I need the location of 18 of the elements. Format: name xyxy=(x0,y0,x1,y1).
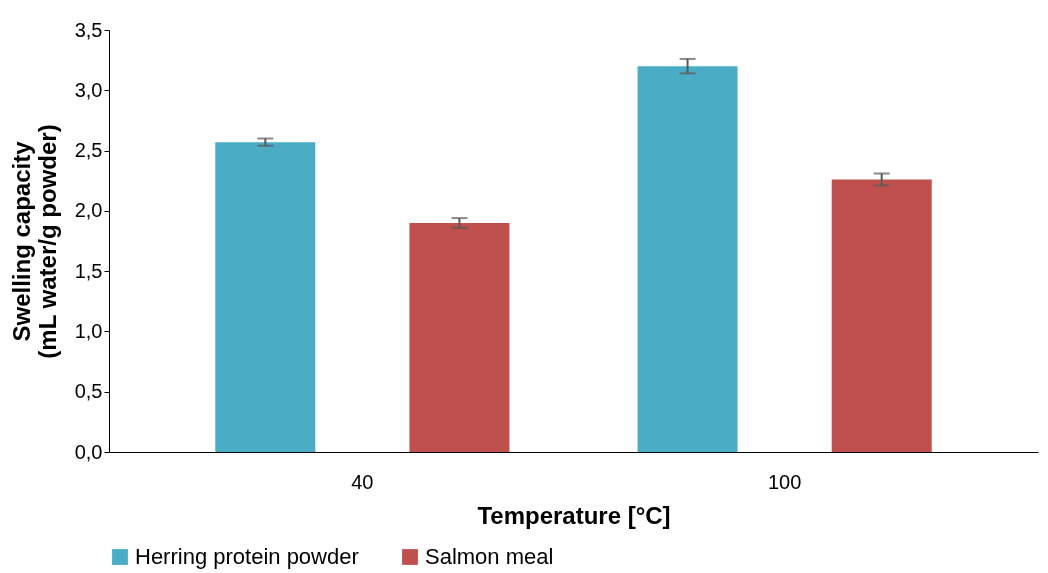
y-tick-label: 1,5 xyxy=(74,259,103,282)
y-axis-title: Swelling capacity (mL water/g powder) xyxy=(7,124,61,359)
bar xyxy=(409,222,510,452)
bar xyxy=(831,179,932,452)
bar xyxy=(637,66,738,452)
x-tick-label: 100 xyxy=(767,470,802,493)
y-tick-label: 3,0 xyxy=(74,78,103,101)
y-tick-label: 1,0 xyxy=(74,319,103,342)
bar xyxy=(215,142,316,452)
y-tick-label: 3,5 xyxy=(74,18,103,41)
y-tick-label: 2,5 xyxy=(74,139,103,162)
y-tick-label: 0,0 xyxy=(74,440,103,463)
legend-label: Salmon meal xyxy=(425,544,554,569)
x-axis-title: Temperature [°C] xyxy=(477,501,671,529)
y-tick-label: 2,0 xyxy=(74,199,103,222)
x-tick-label: 40 xyxy=(351,470,374,493)
legend-label: Herring protein powder xyxy=(135,544,359,569)
y-tick-label: 0,5 xyxy=(74,380,103,403)
